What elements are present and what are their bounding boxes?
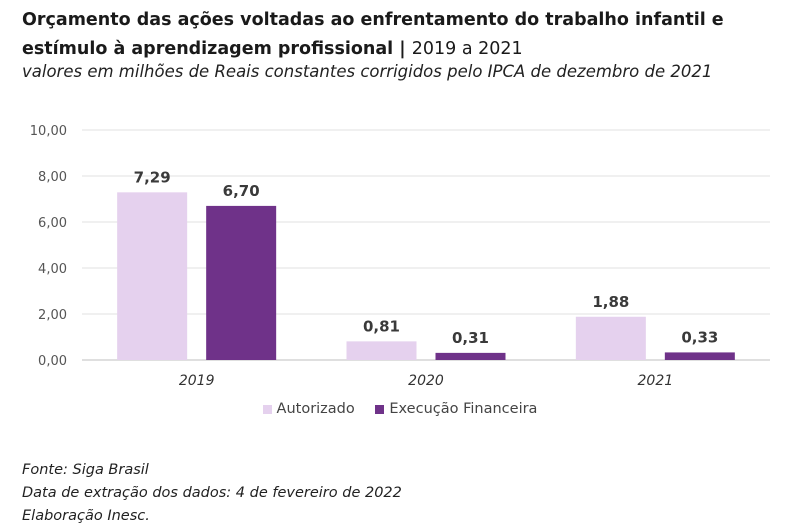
- legend-item-autorizado: Autorizado: [262, 401, 355, 417]
- chart-subtitle: valores em milhões de Reais constantes c…: [22, 62, 713, 81]
- y-tick-label: 4,00: [38, 262, 67, 277]
- chart-footer: Fonte: Siga Brasil Data de extração dos …: [22, 459, 402, 528]
- footer-source: Fonte: Siga Brasil: [22, 462, 149, 478]
- legend-swatch-execucao: [375, 404, 385, 414]
- y-tick-label: 8,00: [38, 170, 67, 185]
- bar: [664, 352, 735, 360]
- legend-label-autorizado: Autorizado: [276, 401, 355, 417]
- x-tick-label: 2021: [638, 373, 674, 389]
- bar-chart: 0,00 2,00 4,00 6,00 8,00 10,00 7,29 6,70 2019 0,8…: [30, 124, 770, 389]
- y-tick-label: 10,00: [30, 124, 67, 139]
- bar: [435, 352, 506, 360]
- bar: [575, 316, 646, 360]
- x-tick-label: 2019: [179, 373, 215, 389]
- data-label: 7,29: [134, 168, 171, 186]
- y-tick-label: 2,00: [38, 308, 67, 323]
- y-tick-label: 0,00: [38, 354, 67, 369]
- footer-credit: Elaboração Inesc.: [22, 508, 150, 524]
- chart-title: Orçamento das ações voltadas ao enfrenta…: [22, 6, 797, 64]
- data-label: 1,88: [592, 293, 629, 311]
- chart-title-main: Orçamento das ações voltadas ao enfrenta…: [22, 10, 724, 59]
- legend-swatch-autorizado: [262, 404, 272, 414]
- footer-extraction-date: Data de extração dos dados: 4 de feverei…: [22, 485, 402, 501]
- bar: [206, 205, 277, 360]
- data-label: 0,81: [363, 317, 400, 335]
- legend-item-execucao: Execução Financeira: [375, 401, 537, 417]
- data-label: 0,31: [452, 329, 489, 347]
- bar: [117, 192, 188, 360]
- legend-label-execucao: Execução Financeira: [389, 401, 538, 417]
- chart-legend: Autorizado Execução Financeira: [0, 401, 800, 418]
- bar: [346, 341, 417, 360]
- chart-title-period: 2019 a 2021: [411, 39, 523, 59]
- data-label: 6,70: [223, 182, 260, 200]
- x-tick-label: 2020: [408, 373, 444, 389]
- data-label: 0,33: [681, 328, 718, 346]
- y-tick-label: 6,00: [38, 216, 67, 231]
